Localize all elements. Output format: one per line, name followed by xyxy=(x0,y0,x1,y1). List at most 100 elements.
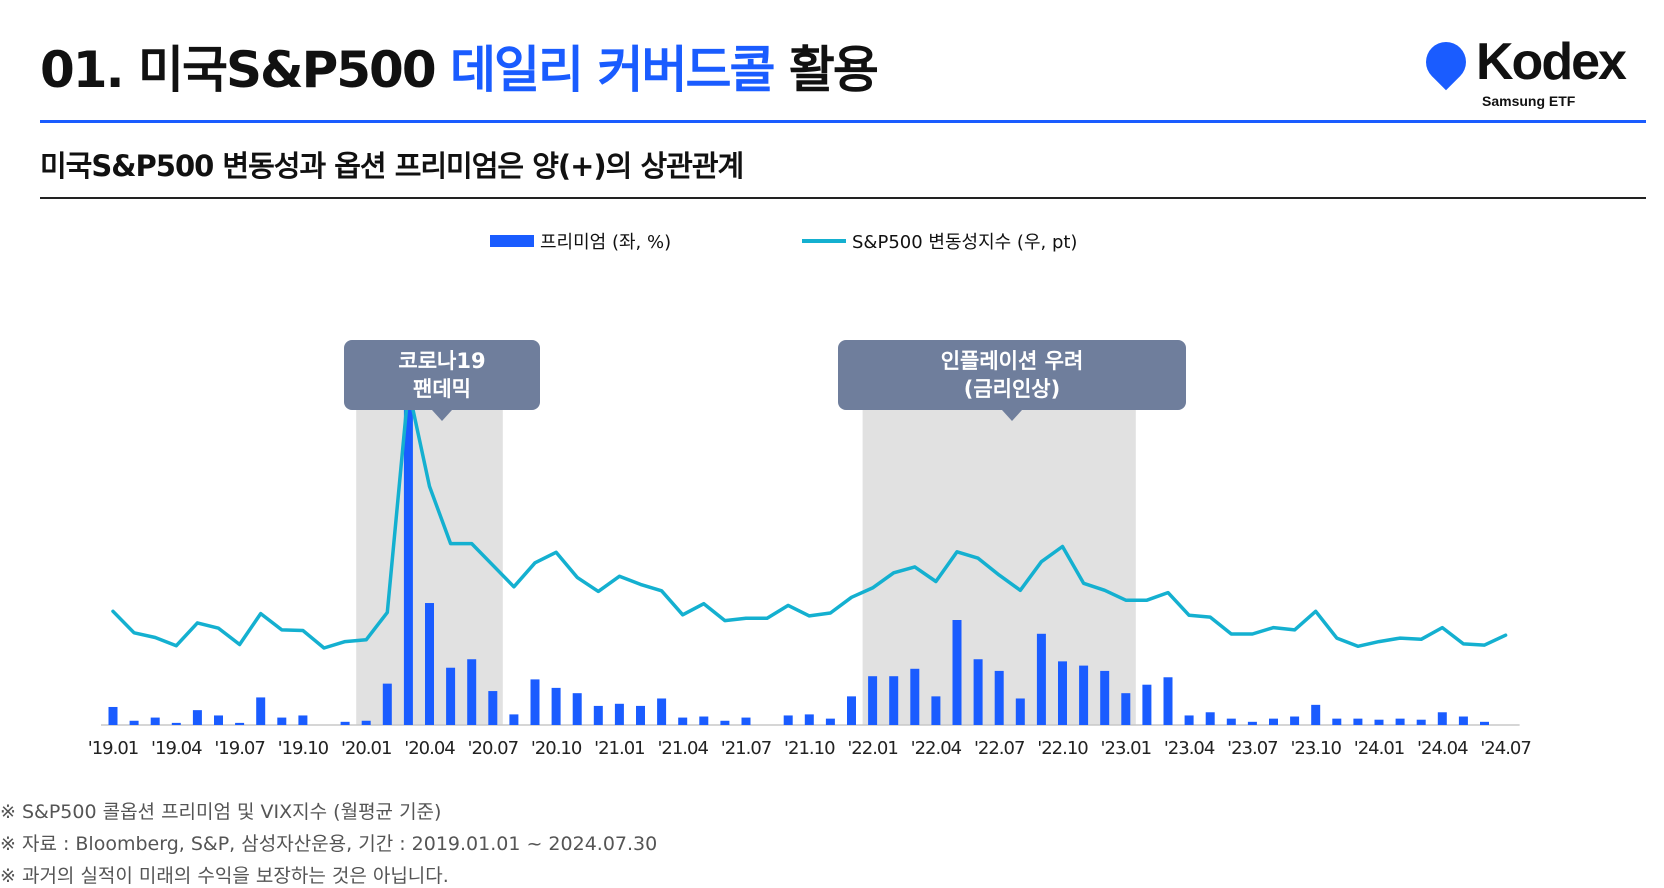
premium-bar xyxy=(1205,712,1215,725)
footnote-1: ※ S&P500 콜옵션 프리미엄 및 VIX지수 (월평균 기준) xyxy=(0,801,442,823)
annotation-inflation-line2: (금리인상) xyxy=(963,377,1061,401)
premium-bar xyxy=(382,683,392,725)
premium-bar xyxy=(1269,718,1278,725)
legend-item-premium: 프리미엄 (좌, %) xyxy=(490,228,671,254)
x-tick-label: '19.04 xyxy=(151,738,202,759)
x-tick-label: '22.01 xyxy=(847,738,897,759)
x-tick-label: '24.07 xyxy=(1480,738,1530,759)
legend-volatility-label: S&P500 변동성지수 (우, pt) xyxy=(852,232,1078,253)
x-tick-label: '22.07 xyxy=(974,738,1024,759)
legend-premium-label: 프리미엄 (좌, %) xyxy=(540,232,672,253)
premium-bar xyxy=(678,717,688,725)
title-tail: 활용 xyxy=(788,41,879,99)
premium-bar xyxy=(1480,721,1489,725)
premium-bar xyxy=(1290,716,1300,725)
x-tick-label: '24.04 xyxy=(1417,738,1468,759)
premium-bar xyxy=(361,720,371,725)
premium-bar xyxy=(804,714,814,725)
premium-bar xyxy=(1374,719,1384,725)
premium-bar xyxy=(277,717,287,725)
premium-bar xyxy=(593,705,603,725)
premium-bar xyxy=(403,385,413,725)
shaded-period-2 xyxy=(862,375,1136,725)
premium-bar xyxy=(931,696,941,725)
premium-bar xyxy=(657,698,667,725)
premium-bar xyxy=(1100,670,1110,725)
premium-bar xyxy=(425,603,434,725)
x-tick-label: '23.04 xyxy=(1164,738,1215,759)
premium-bar xyxy=(1058,661,1067,725)
chart-subtitle: 미국S&P500 변동성과 옵션 프리미엄은 양(+)의 상관관계 xyxy=(40,149,744,183)
x-tick-label: '20.04 xyxy=(404,738,455,759)
premium-bar xyxy=(847,696,856,725)
premium-bar xyxy=(214,715,223,725)
premium-bar xyxy=(973,659,983,725)
logo-wordmark: Kodex xyxy=(1476,33,1627,91)
legend-line-swatch xyxy=(802,239,846,243)
premium-bar xyxy=(171,722,181,725)
premium-bar xyxy=(572,693,582,725)
premium-bar xyxy=(720,720,730,725)
premium-bar xyxy=(256,697,266,725)
volatility-line xyxy=(111,386,1508,650)
x-tick-label: '20.10 xyxy=(531,738,582,759)
annotation-covid-line1: 코로나19 xyxy=(398,349,486,373)
premium-bar xyxy=(1458,716,1468,725)
premium-bar xyxy=(1416,719,1426,725)
premium-bar xyxy=(636,705,645,725)
x-tick-label: '23.01 xyxy=(1101,738,1151,759)
premium-bar xyxy=(446,667,456,725)
legend-item-volatility: S&P500 변동성지수 (우, pt) xyxy=(802,228,1077,254)
x-tick-label: '21.04 xyxy=(657,738,708,759)
premium-bar xyxy=(741,717,751,725)
title-divider xyxy=(40,120,1646,123)
premium-bar xyxy=(1332,718,1342,725)
annotation-covid: 코로나19 팬데믹 xyxy=(344,340,540,421)
title-main: 01. 미국S&P500 xyxy=(40,41,437,99)
x-tick-label: '20.01 xyxy=(341,738,391,759)
premium-bar xyxy=(530,679,540,725)
x-tick-label: '22.04 xyxy=(911,738,962,759)
premium-bar xyxy=(129,720,139,725)
x-tick-label: '21.01 xyxy=(594,738,644,759)
premium-bar xyxy=(1079,665,1089,725)
premium-bar xyxy=(783,715,793,725)
premium-bar xyxy=(699,716,709,725)
legend-bar-swatch xyxy=(490,235,534,247)
premium-bar xyxy=(192,710,202,725)
x-tick-label: '23.10 xyxy=(1290,738,1341,759)
premium-bar xyxy=(1226,718,1236,725)
premium-bar xyxy=(235,722,245,725)
x-tick-label: '19.01 xyxy=(88,738,138,759)
premium-bar xyxy=(952,620,962,725)
premium-bar xyxy=(910,668,920,725)
premium-bar xyxy=(298,715,308,725)
subtitle-divider xyxy=(40,197,1646,199)
premium-bar xyxy=(1142,684,1152,725)
x-tick-label: '20.07 xyxy=(468,738,518,759)
x-tick-label: '21.10 xyxy=(784,738,835,759)
annotation-inflation: 인플레이션 우려 (금리인상) xyxy=(838,340,1186,421)
footnotes: ※ S&P500 콜옵션 프리미엄 및 VIX지수 (월평균 기준) ※ 자료 … xyxy=(0,796,657,888)
premium-bar xyxy=(108,706,118,725)
premium-bar xyxy=(1247,721,1257,725)
premium-bar xyxy=(825,718,835,725)
footnote-3: ※ 과거의 실적이 미래의 수익을 보장하는 것은 아닙니다. xyxy=(0,865,449,887)
annotation-inflation-line1: 인플레이션 우려 xyxy=(940,349,1084,373)
footnote-2: ※ 자료 : Bloomberg, S&P, 삼성자산운용, 기간 : 2019… xyxy=(0,833,658,855)
annotation-covid-line2: 팬데믹 xyxy=(413,377,471,401)
premium-bar xyxy=(1036,633,1046,725)
premium-bar xyxy=(994,670,1004,725)
kodex-logo: Kodex Samsung ETF xyxy=(1417,33,1646,118)
premium-bar xyxy=(1437,712,1447,725)
premium-bar xyxy=(488,691,498,725)
premium-bar xyxy=(1311,704,1321,725)
title-accent: 데일리 커버드콜 xyxy=(450,41,775,99)
premium-bar xyxy=(614,703,624,725)
x-tick-label: '22.10 xyxy=(1037,738,1088,759)
premium-bar xyxy=(150,717,160,725)
premium-bar xyxy=(889,676,899,725)
premium-bar xyxy=(1395,718,1405,725)
x-tick-label: '23.07 xyxy=(1227,738,1277,759)
